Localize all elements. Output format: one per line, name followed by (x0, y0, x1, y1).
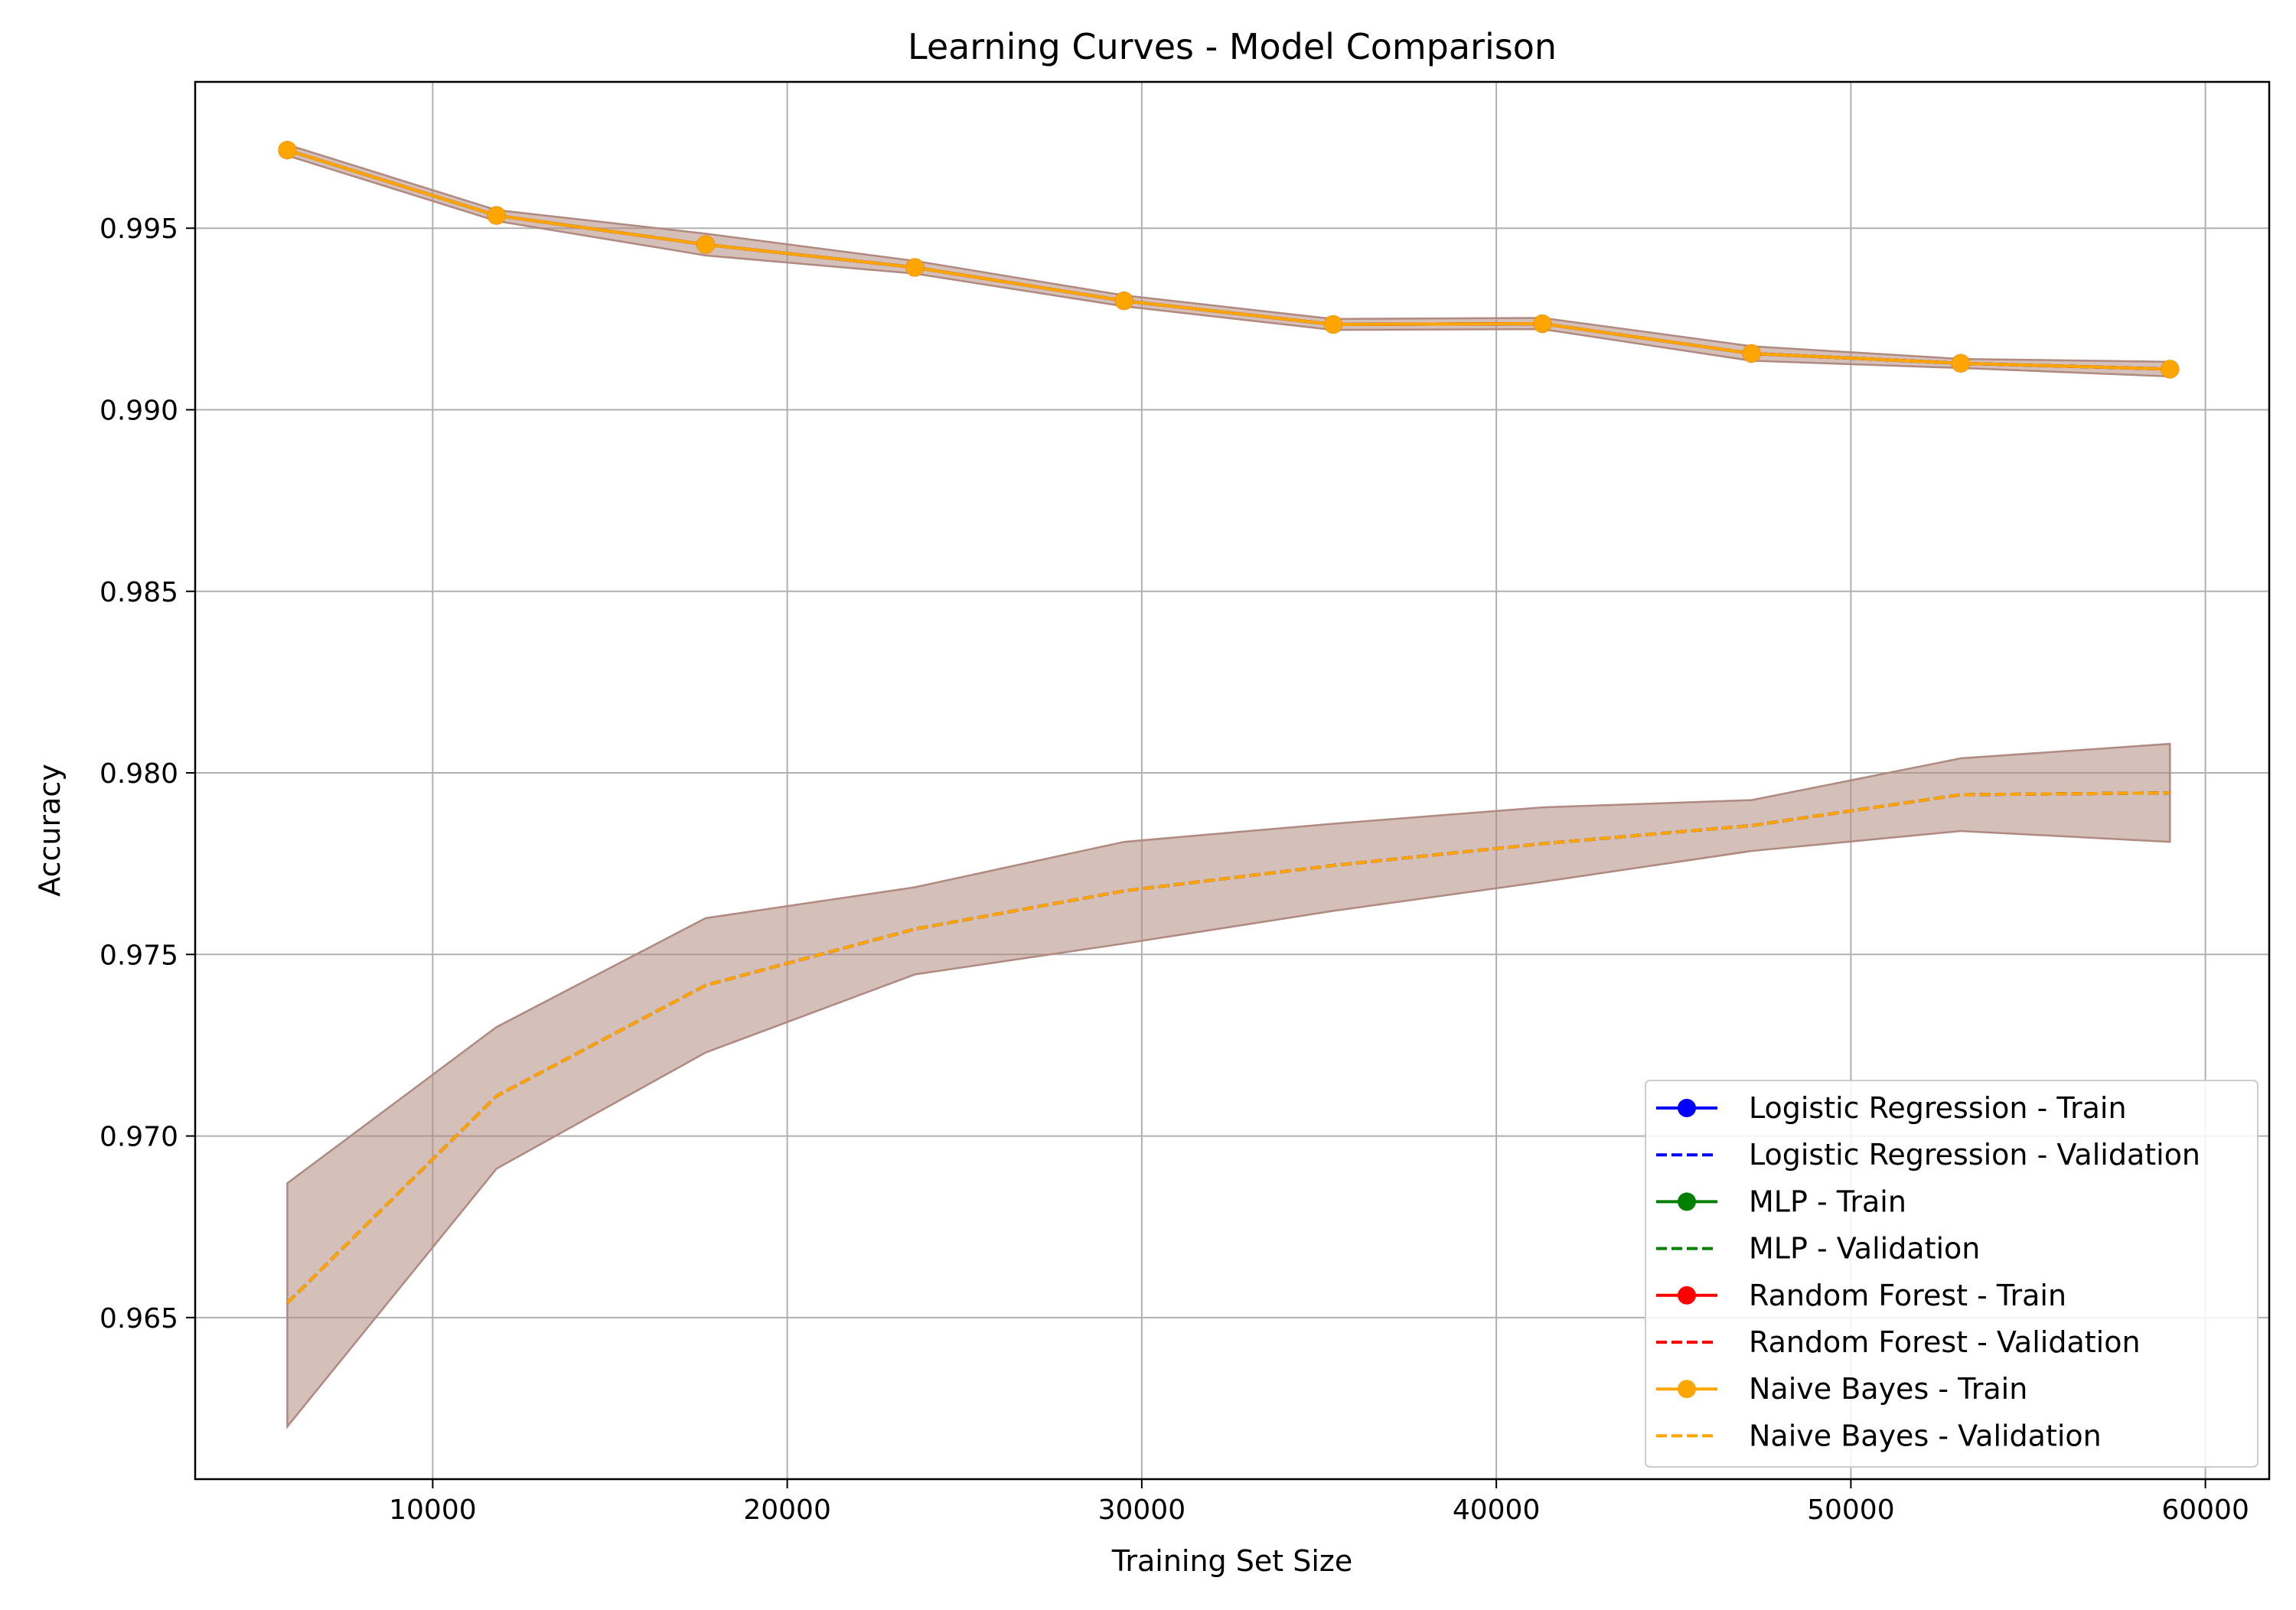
x-tick-label: 30000 (1098, 1494, 1186, 1526)
legend-label-naive-bayes-validation: Naive Bayes - Validation (1749, 1419, 2102, 1452)
plot-area-frame (194, 80, 2271, 1481)
legend-label-random-forest-train: Random Forest - Train (1749, 1279, 2066, 1312)
series-lines (286, 148, 2170, 1305)
y-tick-label: 0.975 (99, 940, 178, 971)
y-tick-label: 0.985 (99, 577, 178, 608)
series-line-naive-bayes-validation (286, 791, 2170, 1305)
y-tick-label: 0.995 (99, 213, 178, 245)
series-line-naive-bayes-train (286, 148, 2170, 371)
legend-marker-random-forest-train (1678, 1286, 1696, 1305)
data-point-naive-bayes-train (1533, 315, 1552, 334)
x-tick-label: 20000 (743, 1494, 831, 1526)
x-tick-label: 10000 (389, 1494, 477, 1526)
axis-ticks: 10000 20000 30000 40000 50000 60000 0.965 0.970… (99, 213, 2249, 1526)
x-tick-label: 50000 (1807, 1494, 1895, 1526)
legend-label-mlp-validation: MLP - Validation (1749, 1232, 1980, 1266)
legend-marker-naive-bayes-train (1678, 1380, 1696, 1399)
x-tick-label: 40000 (1453, 1494, 1541, 1526)
y-tick-label: 0.990 (99, 396, 178, 427)
legend-label-mlp-train: MLP - Train (1749, 1185, 1906, 1218)
data-point-naive-bayes-train (278, 141, 297, 160)
data-point-naive-bayes-train (1324, 315, 1343, 334)
data-point-naive-bayes-train (1114, 292, 1133, 311)
data-point-naive-bayes-train (1951, 354, 1970, 373)
data-point-naive-bayes-train (487, 206, 506, 225)
legend-label-random-forest-validation: Random Forest - Validation (1749, 1325, 2141, 1359)
data-point-naive-bayes-train (1742, 344, 1761, 363)
legend-label-naive-bayes-train: Naive Bayes - Train (1749, 1372, 2027, 1406)
legend-label-logistic-regression-train: Logistic Regression - Train (1749, 1091, 2127, 1125)
data-point-naive-bayes-train (905, 258, 925, 277)
x-axis-label: Training Set Size (1111, 1544, 1353, 1578)
legend: Logistic Regression - Train Logistic Regr… (1645, 1080, 2258, 1468)
x-tick-label: 60000 (2161, 1494, 2249, 1526)
std-band (286, 742, 2171, 1429)
data-point-naive-bayes-train (2161, 360, 2180, 379)
legend-label-logistic-regression-validation: Logistic Regression - Validation (1749, 1138, 2200, 1172)
y-axis-label: Accuracy (33, 764, 67, 897)
legend-marker-logistic-regression-train (1678, 1099, 1696, 1117)
y-tick-label: 0.965 (99, 1303, 178, 1335)
y-tick-label: 0.980 (99, 758, 178, 790)
data-point-naive-bayes-train (696, 235, 716, 254)
legend-box (1645, 1080, 2258, 1468)
y-tick-label: 0.970 (99, 1122, 178, 1153)
series-markers (278, 141, 2180, 379)
legend-marker-mlp-train (1678, 1192, 1696, 1211)
chart-title: Learning Curves - Model Comparison (908, 26, 1557, 67)
